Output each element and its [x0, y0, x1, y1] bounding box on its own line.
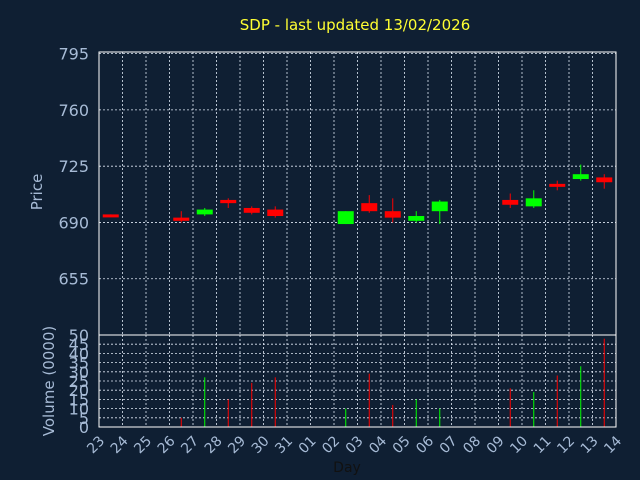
x-tick-label: 31 [272, 433, 296, 457]
price-grid [99, 52, 616, 335]
volume-grid [99, 335, 616, 427]
candle-body [267, 209, 284, 217]
price-tick-label: 795 [58, 45, 89, 64]
x-tick-label: 27 [178, 433, 202, 457]
price-tick-label: 725 [58, 157, 89, 176]
price-axis-label: Price [28, 174, 46, 211]
volume-tick-label: 20 [69, 381, 89, 400]
volume-tick-label: 15 [69, 390, 89, 409]
x-tick-label: 30 [249, 433, 273, 457]
price-tick-label: 655 [58, 270, 89, 289]
candle-body [596, 177, 613, 183]
x-tick-label: 28 [202, 433, 226, 457]
volume-tick-label: 35 [69, 354, 89, 373]
price-y-ticks: 795 760 725 690 655 [58, 45, 89, 289]
x-ticks: 23 24 25 26 27 28 29 30 31 01 02 03 04 05 06 07 08 09 10 11… [84, 433, 625, 457]
x-tick-label: 11 [531, 433, 555, 457]
price-tick-label: 760 [58, 101, 89, 120]
candle-body [549, 183, 566, 187]
candle-body [196, 209, 213, 215]
volume-bars [180, 338, 605, 427]
price-tick-label: 690 [58, 213, 89, 232]
x-tick-label: 07 [437, 433, 461, 457]
volume-plot-frame [98, 334, 617, 428]
volume-tick-label: 10 [69, 400, 89, 419]
x-tick-label: 26 [155, 433, 179, 457]
candle-body [408, 216, 425, 221]
volume-tick-label: 5 [79, 409, 89, 428]
candle-body [337, 211, 354, 225]
x-tick-label: 05 [390, 433, 414, 457]
volume-tick-label: 40 [69, 344, 89, 363]
x-tick-label: 29 [225, 433, 249, 457]
volume-axis-label: Volume (0000) [40, 326, 58, 436]
volume-tick-label: 25 [69, 372, 89, 391]
volume-tick-label: 0 [79, 418, 89, 437]
candle-body [361, 203, 378, 212]
x-tick-label: 01 [296, 433, 320, 457]
x-tick-label: 06 [413, 433, 437, 457]
volume-tick-label: 50 [69, 326, 89, 345]
x-tick-label: 04 [366, 433, 390, 457]
x-tick-label: 09 [484, 433, 508, 457]
x-tick-label: 03 [343, 433, 367, 457]
volume-tick-label: 30 [69, 363, 89, 382]
x-tick-label: 08 [460, 433, 484, 457]
candle-body [431, 201, 448, 212]
x-axis-label: Day [333, 460, 361, 476]
candle-body [502, 199, 519, 205]
candle-body [220, 199, 237, 204]
price-candles [102, 164, 613, 225]
x-tick-label: 12 [554, 433, 578, 457]
x-tick-label: 14 [601, 433, 625, 457]
candle-body [384, 211, 401, 218]
candle-body [243, 207, 260, 213]
x-tick-label: 25 [131, 433, 155, 457]
candle-body [102, 214, 119, 218]
x-tick-label: 13 [578, 433, 602, 457]
volume-tick-label: 45 [69, 335, 89, 354]
candle-body [572, 174, 589, 180]
x-tick-label: 10 [507, 433, 531, 457]
x-tick-label: 02 [319, 433, 343, 457]
candle-body [173, 217, 190, 221]
candle-body [525, 198, 542, 207]
chart-title: SDP - last updated 13/02/2026 [240, 16, 471, 34]
x-tick-label: 24 [108, 433, 132, 457]
